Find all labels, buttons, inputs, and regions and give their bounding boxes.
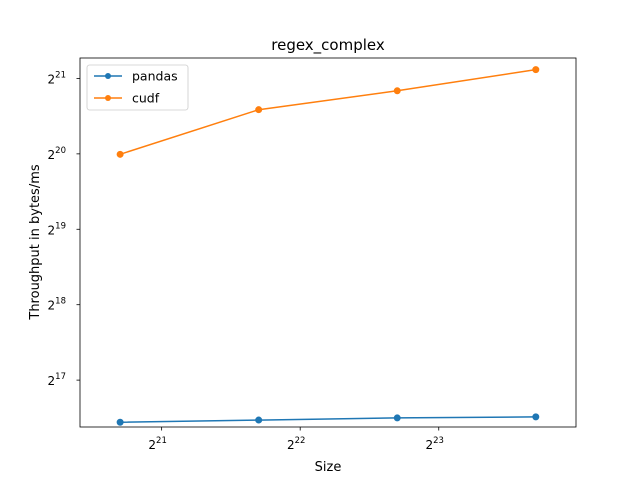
x-tick-label: 221 bbox=[148, 436, 166, 452]
y-tick-label: 219 bbox=[48, 221, 66, 237]
y-tick-label: 217 bbox=[48, 372, 66, 388]
y-axis-label: Throughput in bytes/ms bbox=[28, 164, 43, 320]
series-line-cudf bbox=[119, 68, 536, 156]
data-point-pandas bbox=[116, 418, 124, 426]
legend-marker-cudf bbox=[105, 95, 111, 101]
data-point-cudf bbox=[116, 150, 124, 158]
x-axis-label: Size bbox=[315, 460, 342, 475]
y-tick-label: 221 bbox=[48, 70, 66, 86]
chart-title: regex_complex bbox=[271, 36, 385, 55]
legend: pandas cudf bbox=[86, 64, 189, 111]
legend-label-cudf: cudf bbox=[132, 91, 160, 106]
legend-marker-pandas bbox=[105, 73, 111, 79]
series-line-pandas bbox=[120, 416, 536, 423]
data-point-pandas bbox=[393, 414, 401, 422]
x-tick-label: 223 bbox=[426, 436, 444, 452]
data-point-cudf bbox=[532, 66, 540, 74]
data-point-pandas bbox=[255, 416, 263, 424]
y-tick-label: 218 bbox=[48, 297, 66, 313]
plot-frame bbox=[79, 57, 577, 428]
x-tick-label: 222 bbox=[287, 436, 305, 452]
plot-area: 221 222 223 217 218 219 220 221 bbox=[48, 57, 577, 452]
data-point-cudf bbox=[393, 87, 401, 95]
legend-label-pandas: pandas bbox=[132, 69, 178, 84]
data-point-pandas bbox=[532, 413, 540, 421]
data-point-cudf bbox=[255, 106, 263, 114]
y-tick-label: 220 bbox=[48, 146, 66, 162]
